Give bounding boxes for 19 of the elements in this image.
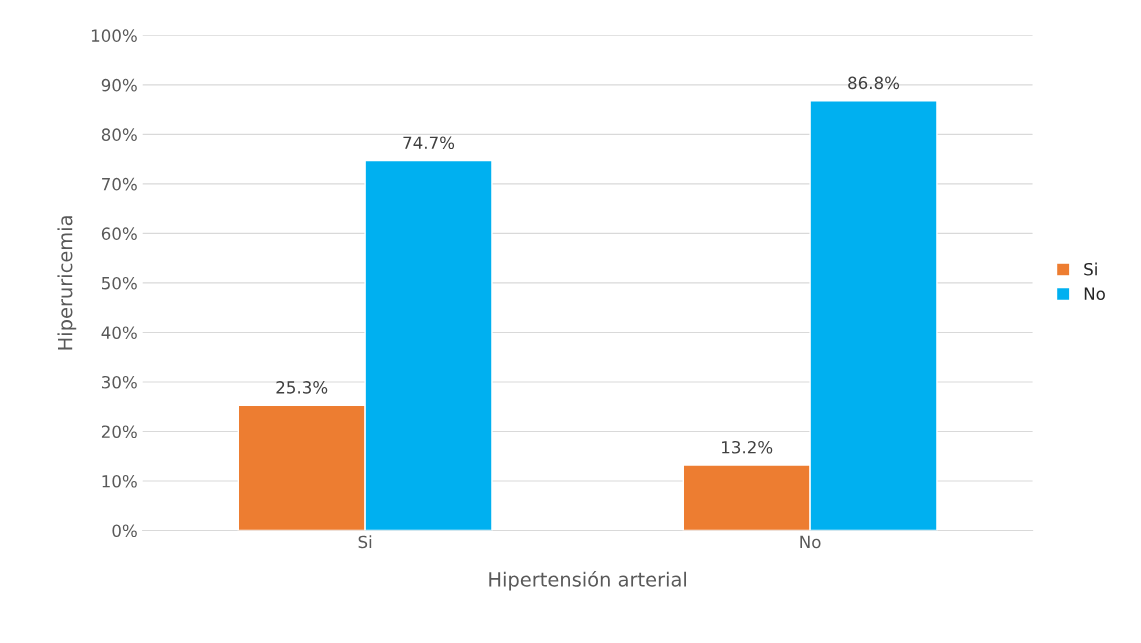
x-axis-title: Hipertensión arterial	[489, 570, 686, 591]
legend-label: No	[1084, 287, 1105, 300]
y-tick-label: 10%	[102, 474, 137, 488]
y-tick-label: 100%	[91, 29, 137, 42]
legend-label: Si	[1084, 262, 1097, 276]
y-tick-label: 50%	[102, 276, 137, 290]
y-tick-label: 90%	[101, 78, 137, 92]
y-tick-label: 60%	[101, 227, 137, 240]
y-tick-label: 40%	[101, 326, 137, 339]
y-axis-title: Hiperuricemia	[57, 216, 77, 350]
y-tick-label: 80%	[101, 128, 137, 141]
data-label: 13.2%	[722, 440, 773, 454]
y-tick-label: 0%	[112, 524, 137, 538]
data-label: 74.7%	[403, 136, 455, 150]
data-label: 86.8%	[848, 76, 900, 90]
data-label: 25.3%	[276, 381, 328, 394]
y-tick-label: 30%	[101, 375, 137, 389]
y-tick-label: 20%	[101, 425, 137, 439]
y-tick-label: 70%	[102, 177, 137, 191]
